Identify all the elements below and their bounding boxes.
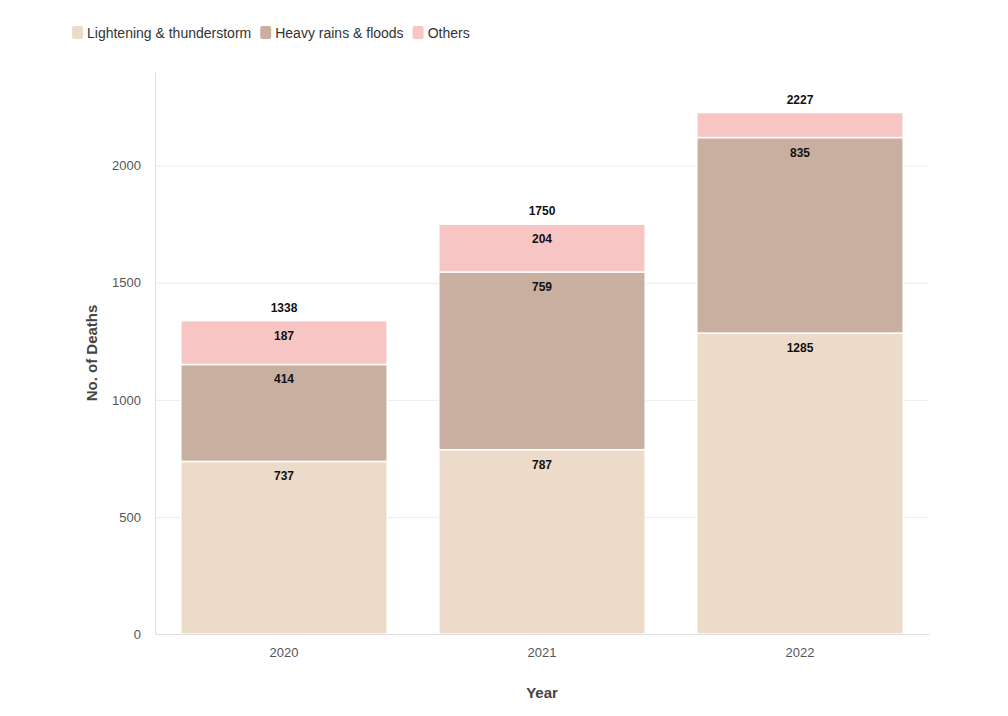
y-axis-line — [155, 73, 156, 635]
legend-label: Lightening & thunderstorm — [87, 25, 251, 41]
bar-segment — [181, 321, 387, 365]
x-tick: 2022 — [786, 634, 815, 660]
legend-item: Others — [413, 25, 470, 41]
y-tick-label: 1500 — [112, 275, 141, 290]
y-tick-label: 500 — [119, 510, 141, 525]
total-label: 2227 — [787, 93, 814, 107]
data-label: 737 — [274, 469, 294, 483]
legend-item: Heavy rains & floods — [260, 25, 403, 41]
legend-item: Lightening & thunderstorm — [72, 25, 251, 41]
chart: 0 500 1000 1500 2000 2020 2021 2022 737 787 1285 41… — [0, 0, 1008, 716]
data-label: 414 — [274, 372, 294, 386]
bar-segment — [439, 272, 645, 450]
legend-swatch — [72, 26, 83, 39]
data-label: 1285 — [787, 341, 814, 355]
total-label: 1750 — [529, 204, 556, 218]
y-tick-label: 1000 — [112, 392, 141, 407]
x-axis: 2020 2021 2022 — [156, 634, 930, 660]
plot: 0 500 1000 1500 2000 2020 2021 2022 737 787 1285 41… — [112, 73, 929, 661]
bar-segment — [697, 138, 903, 334]
y-tick-label: 2000 — [112, 158, 141, 173]
bar-segment — [439, 450, 645, 634]
legend: Lightening & thunderstorm Heavy rains & f… — [72, 25, 470, 41]
y-axis-title: No. of Deaths — [83, 305, 100, 402]
bar-segment — [181, 364, 387, 461]
legend-swatch — [260, 26, 271, 39]
x-tick: 2021 — [528, 634, 557, 660]
x-tick-label: 2020 — [270, 645, 299, 660]
bar-segment — [181, 461, 387, 634]
labels: 737 787 1285 414 759 835 187 204 1338 1750 2227 — [271, 93, 814, 484]
x-tick: 2020 — [270, 634, 299, 660]
x-axis-title: Year — [526, 684, 558, 701]
data-label: 835 — [790, 146, 810, 160]
data-label: 787 — [532, 458, 552, 472]
bar-segment — [697, 333, 903, 634]
bars — [181, 113, 903, 634]
legend-label: Others — [428, 25, 470, 41]
total-label: 1338 — [271, 301, 298, 315]
legend-label: Heavy rains & floods — [275, 25, 403, 41]
bar-segment — [439, 224, 645, 272]
data-label: 204 — [532, 232, 552, 246]
grid-line — [155, 634, 929, 635]
data-label: 759 — [532, 280, 552, 294]
x-tick-label: 2021 — [528, 645, 557, 660]
x-axis-line — [156, 634, 930, 635]
x-tick-label: 2022 — [786, 645, 815, 660]
bar-segment — [697, 113, 903, 138]
data-label: 187 — [274, 329, 294, 343]
legend-swatch — [413, 26, 424, 39]
y-axis: 0 500 1000 1500 2000 — [112, 73, 929, 642]
y-tick-label: 0 — [134, 627, 141, 642]
